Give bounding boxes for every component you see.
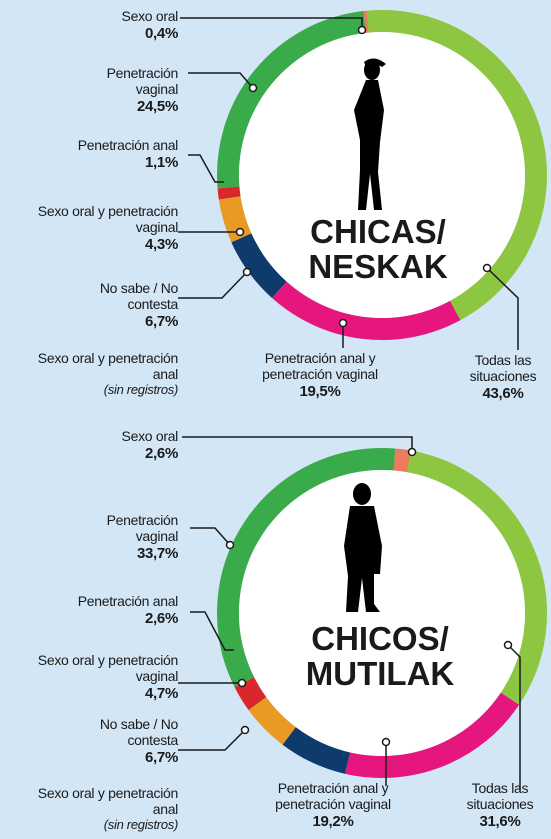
- value-label: 2,6%: [145, 610, 178, 627]
- category-label: Sexo oral: [121, 428, 179, 444]
- inner-circle: [239, 470, 525, 756]
- value-label: 31,6%: [479, 813, 521, 830]
- value-label: 19,5%: [299, 383, 341, 400]
- chart-title: NESKAK: [308, 248, 448, 285]
- category-label: Penetración anal y penetración vaginal: [275, 780, 391, 812]
- category-label: No sabe / No contesta: [99, 716, 178, 748]
- value-label: 19,2%: [312, 813, 354, 830]
- value-label: 4,7%: [145, 685, 178, 702]
- label-block: Todas las situaciones 43,6%: [453, 352, 551, 404]
- donut-segment: [406, 450, 547, 705]
- label-block: Sexo oral y penetración anal (sin registr…: [13, 350, 179, 398]
- label-block: Sexo oral y penetración anal (sin registr…: [13, 785, 179, 833]
- label-block: Sexo oral 0,4%: [28, 8, 179, 44]
- donut-segment: [282, 726, 351, 774]
- inner-circle: [239, 32, 525, 318]
- no-data-label: Sexo oral y penetración anal: [37, 785, 179, 817]
- girl-silhouette: [354, 58, 386, 210]
- category-label: Penetración vaginal: [106, 65, 179, 97]
- value-label: 1,1%: [145, 154, 178, 171]
- category-label: Todas las situaciones: [469, 352, 537, 384]
- no-data-label: Sexo oral y penetración anal: [37, 350, 179, 382]
- category-label: Sexo oral: [121, 8, 179, 24]
- donut-segment: [217, 186, 241, 200]
- leader-lines: [178, 17, 521, 790]
- value-label: 6,7%: [145, 749, 178, 766]
- no-data-note: (sin registros): [103, 382, 179, 397]
- category-label: Penetración anal: [77, 137, 179, 153]
- category-label: Penetración anal: [77, 593, 179, 609]
- rings: [217, 10, 547, 778]
- value-label: 24,5%: [136, 98, 178, 115]
- donut-segment: [366, 10, 547, 321]
- donut-segment: [234, 677, 267, 711]
- label-block: Sexo oral y penetración vaginal 4,3%: [13, 203, 179, 255]
- chart-title: CHICOS/: [311, 620, 449, 657]
- label-block: Penetración anal y penetración vaginal 19…: [235, 350, 405, 402]
- label-block: No sabe / No contesta 6,7%: [93, 716, 178, 768]
- donut-segment: [217, 11, 367, 189]
- label-block: Penetración anal 1,1%: [28, 137, 179, 173]
- category-label: Sexo oral y penetración vaginal: [37, 203, 179, 235]
- label-block: Sexo oral y penetración vaginal 4,7%: [13, 652, 179, 704]
- donut-segment: [248, 696, 297, 745]
- label-block: No sabe / No contesta 6,7%: [93, 280, 178, 332]
- label-block: Penetración vaginal 24,5%: [78, 65, 179, 117]
- label-block: Todas las situaciones 31,6%: [450, 780, 550, 832]
- value-label: 33,7%: [136, 545, 178, 562]
- donut-segment: [345, 692, 520, 778]
- donut-segment: [218, 196, 252, 243]
- label-block: Penetración anal y penetración vaginal 19…: [248, 780, 418, 832]
- value-label: 0,4%: [145, 25, 178, 42]
- category-label: Penetración vaginal: [106, 512, 179, 544]
- label-block: Sexo oral 2,6%: [28, 428, 179, 464]
- category-label: No sabe / No contesta: [99, 280, 178, 312]
- no-data-note: (sin registros): [103, 817, 179, 832]
- label-block: Penetración vaginal 33,7%: [78, 512, 179, 564]
- chart-title: CHICAS/: [310, 213, 446, 250]
- category-label: Penetración anal y penetración vaginal: [262, 350, 378, 382]
- category-label: Sexo oral y penetración vaginal: [37, 652, 179, 684]
- chart-title: MUTILAK: [306, 655, 455, 692]
- donut-segment: [231, 233, 287, 299]
- value-label: 4,3%: [145, 236, 178, 253]
- label-block: Penetración anal 2,6%: [28, 593, 179, 629]
- category-label: Todas las situaciones: [466, 780, 534, 812]
- value-label: 2,6%: [145, 445, 178, 462]
- value-label: 43,6%: [482, 385, 524, 402]
- donut-segment: [272, 281, 461, 340]
- donut-segment: [217, 448, 396, 688]
- value-label: 6,7%: [145, 313, 178, 330]
- boy-silhouette: [344, 483, 382, 612]
